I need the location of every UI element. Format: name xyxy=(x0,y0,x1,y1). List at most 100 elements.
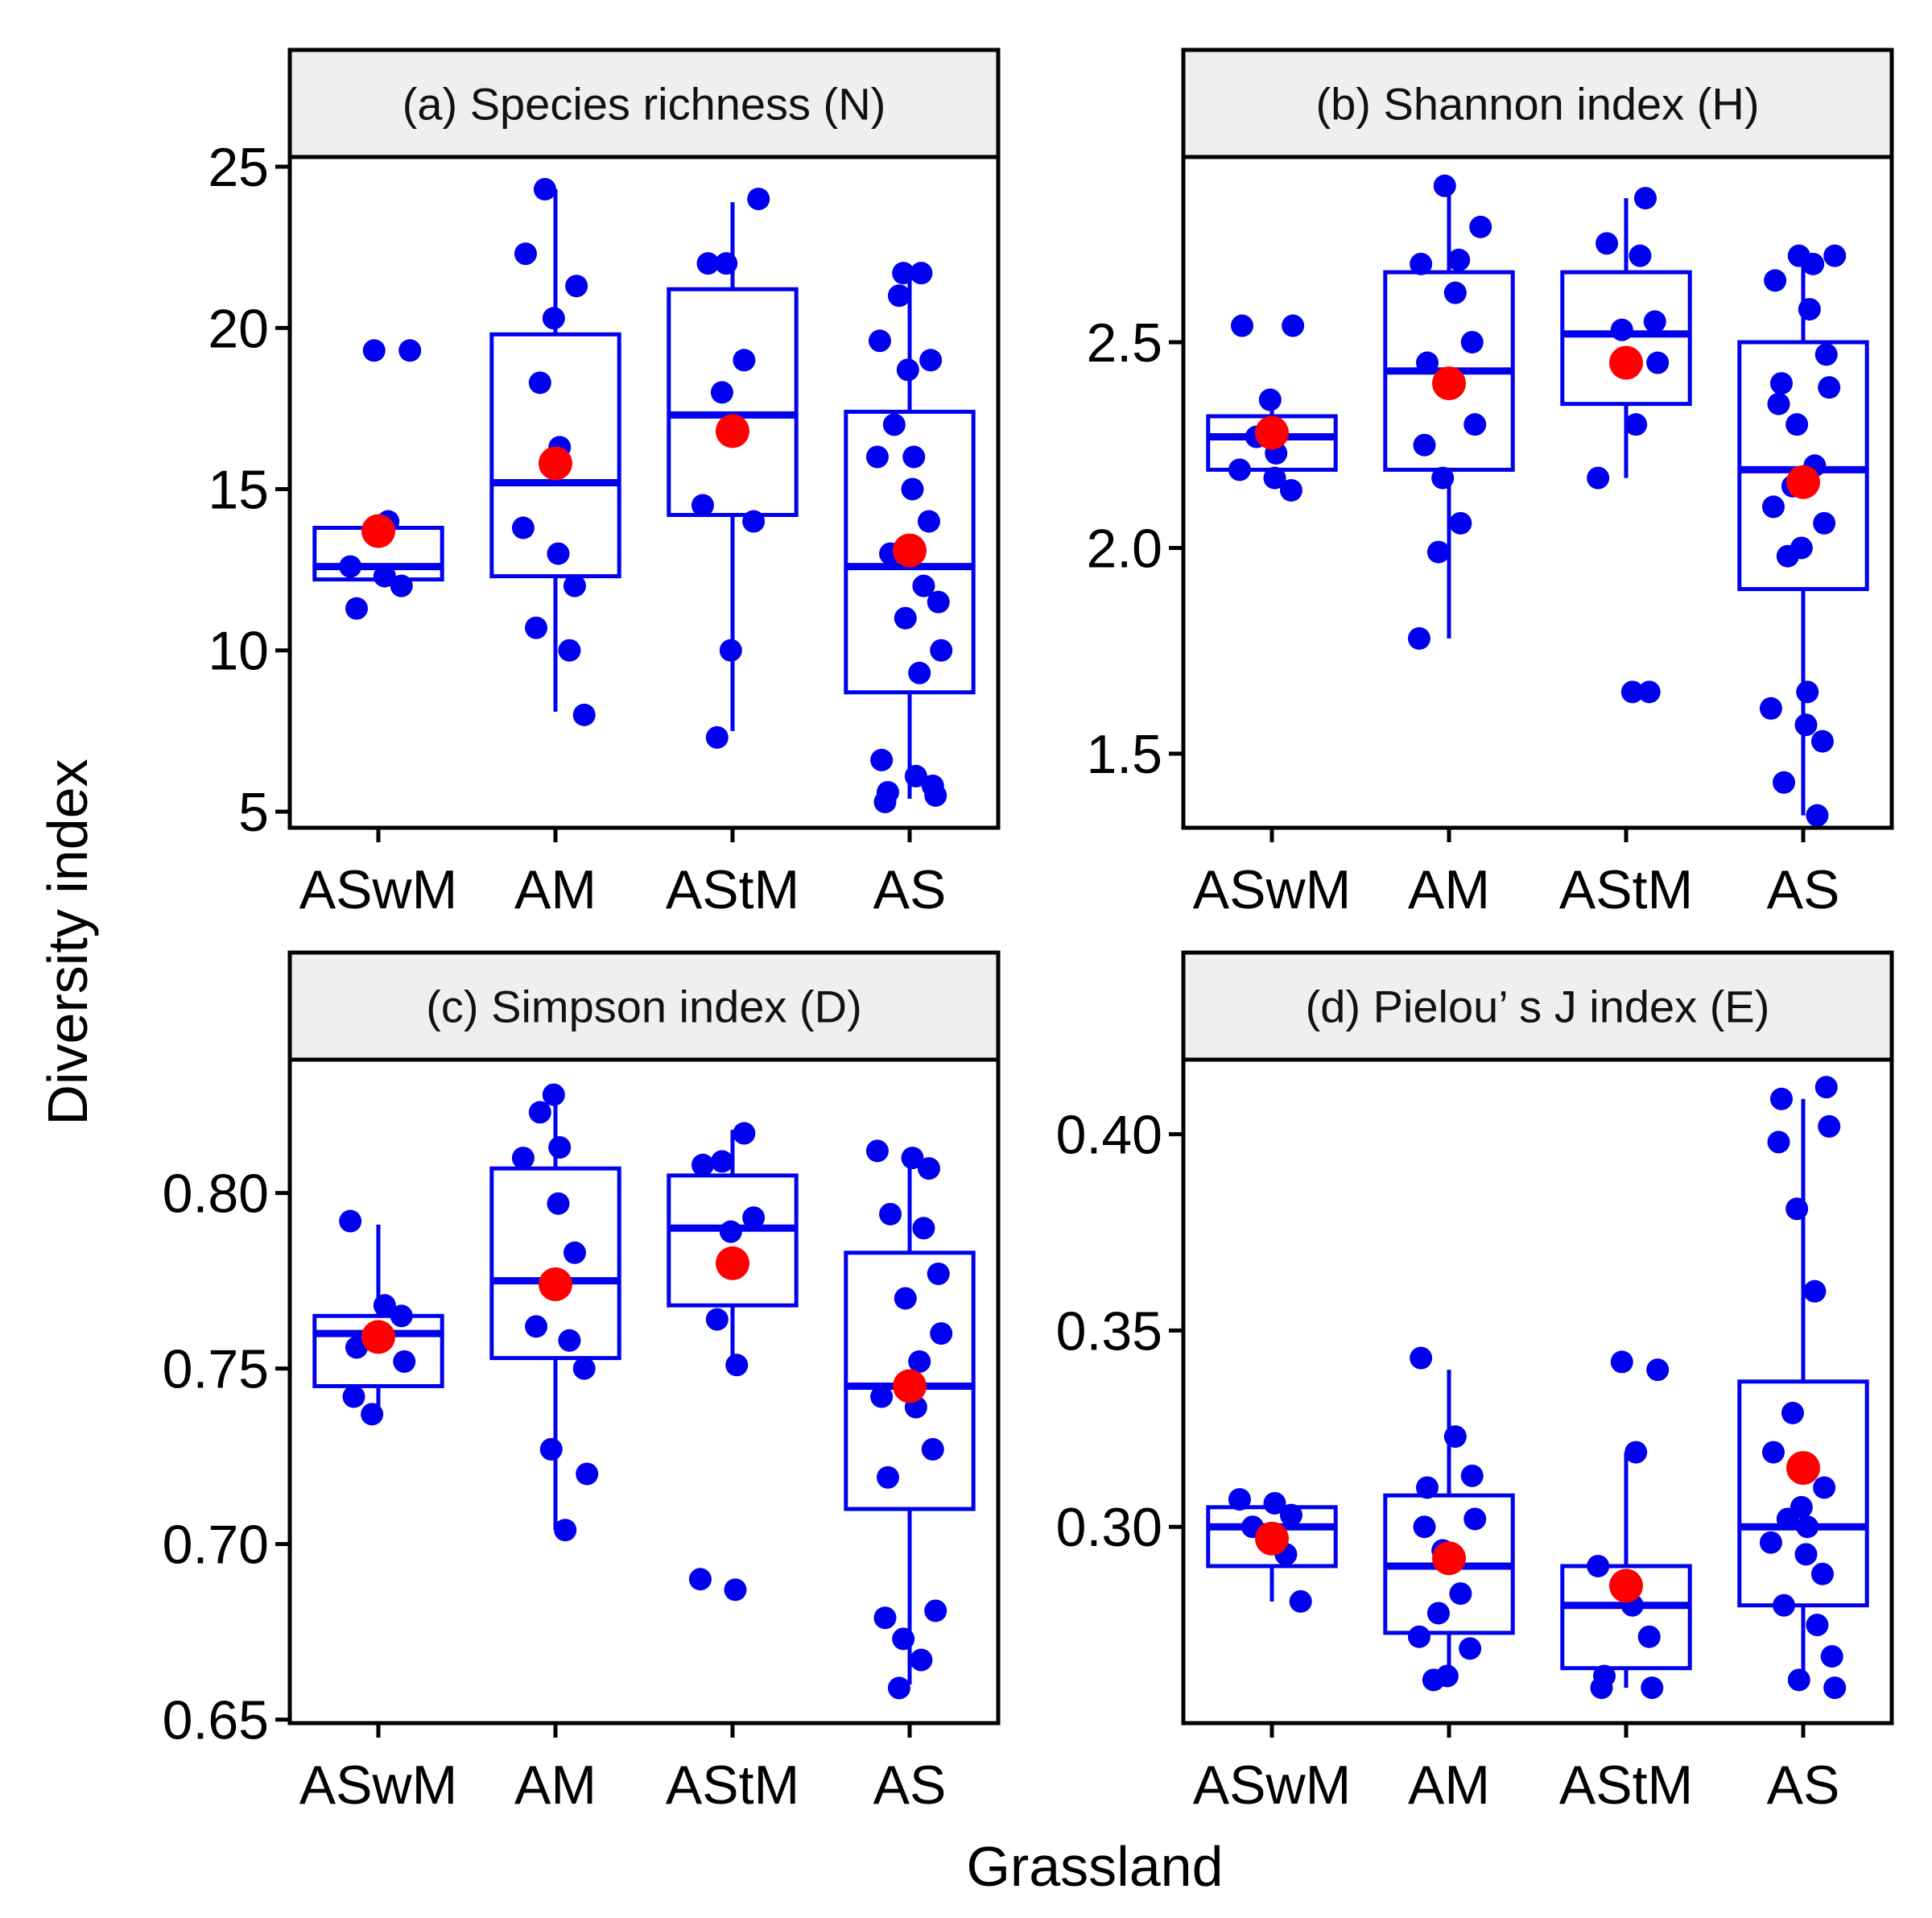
data-point xyxy=(917,1157,940,1180)
data-point xyxy=(1460,1464,1484,1487)
x-tick-label: AM xyxy=(1408,859,1490,920)
box-group-as xyxy=(1737,244,1869,827)
data-point xyxy=(1443,1425,1467,1449)
box-group-astm xyxy=(667,188,799,749)
data-point xyxy=(876,1465,899,1489)
data-point xyxy=(1803,1279,1827,1303)
box xyxy=(667,287,799,518)
data-point xyxy=(345,597,368,620)
box-group-astm xyxy=(1560,187,1692,704)
x-tick-label: AM xyxy=(514,1755,597,1816)
panel-title: (b) Shannon index (H) xyxy=(1316,79,1760,130)
data-point xyxy=(554,1519,577,1542)
y-tick-label: 2.0 xyxy=(1086,518,1162,579)
data-point xyxy=(710,1150,733,1173)
data-point xyxy=(1610,1350,1633,1374)
data-point xyxy=(548,1135,572,1159)
box-group-aswm xyxy=(1206,1488,1338,1613)
data-point xyxy=(1449,511,1472,535)
mean-marker xyxy=(1609,345,1643,380)
data-point xyxy=(1413,1515,1436,1539)
data-point xyxy=(1798,298,1821,321)
y-tick-label: 5 xyxy=(238,782,269,843)
mean-marker xyxy=(893,1369,927,1403)
data-point xyxy=(1433,174,1456,197)
data-point xyxy=(1463,413,1487,436)
data-point xyxy=(1435,1664,1459,1688)
data-point xyxy=(870,1385,894,1408)
data-point xyxy=(1814,343,1838,366)
y-tick-label: 0.65 xyxy=(163,1690,269,1751)
box-group-astm xyxy=(667,1122,799,1602)
data-point xyxy=(1773,771,1796,794)
box xyxy=(1737,340,1869,592)
mean-marker xyxy=(539,446,572,481)
x-tick-label: AM xyxy=(1408,1755,1490,1816)
box-group-am xyxy=(489,178,621,726)
data-point xyxy=(373,564,396,588)
data-point xyxy=(1769,1087,1793,1110)
mean-marker xyxy=(1255,1521,1289,1556)
strip xyxy=(1181,48,1894,159)
data-point xyxy=(1637,680,1661,704)
box xyxy=(1560,1564,1692,1671)
data-point xyxy=(910,262,933,285)
mean-marker xyxy=(361,1320,395,1354)
data-point xyxy=(1759,1531,1782,1554)
panel-simpson-index: (c) Simpson index (D) 0.65 0.70 0.75 0.80 AS… xyxy=(163,950,1001,1816)
data-point xyxy=(1773,1594,1796,1617)
data-point xyxy=(1813,511,1836,535)
data-point xyxy=(1415,1476,1439,1499)
data-point xyxy=(1463,1507,1487,1531)
x-tick-label: AStM xyxy=(666,859,799,920)
y-tick-label: 1.5 xyxy=(1086,724,1162,785)
box-group-aswm xyxy=(312,1209,444,1426)
y-tick-label: 10 xyxy=(208,621,269,682)
data-point xyxy=(882,413,906,436)
data-point xyxy=(1769,372,1793,395)
data-point xyxy=(1620,680,1644,704)
data-point xyxy=(876,780,899,804)
data-point xyxy=(528,371,551,395)
data-point xyxy=(1790,1495,1813,1519)
data-point xyxy=(1279,1503,1302,1527)
y-tick-label: 0.35 xyxy=(1056,1300,1162,1362)
mean-marker xyxy=(1255,415,1289,450)
data-point xyxy=(1641,1676,1664,1700)
box xyxy=(1560,270,1692,407)
data-point xyxy=(1806,1614,1829,1637)
data-point xyxy=(1460,330,1484,353)
y-tick-label: 0.70 xyxy=(163,1515,269,1576)
y-axis-title: Diversity index xyxy=(36,759,99,1125)
data-point xyxy=(894,606,917,630)
data-point xyxy=(912,1217,935,1240)
data-point xyxy=(525,616,548,639)
data-point xyxy=(868,329,891,353)
x-tick-label: ASwM xyxy=(299,1755,457,1816)
box xyxy=(489,1166,621,1361)
data-point xyxy=(1263,1491,1286,1515)
strip xyxy=(1181,950,1894,1062)
data-point xyxy=(1787,1668,1810,1692)
data-point xyxy=(719,639,742,662)
data-point xyxy=(572,703,596,726)
mean-marker xyxy=(716,414,749,448)
data-point xyxy=(1796,1515,1819,1539)
x-tick-label: AS xyxy=(873,859,947,920)
data-point xyxy=(339,555,362,578)
strip xyxy=(287,48,1001,159)
mean-marker xyxy=(893,533,927,568)
data-point xyxy=(1228,1488,1251,1511)
data-point xyxy=(576,1462,599,1486)
y-tick-label: 25 xyxy=(208,137,269,198)
data-point xyxy=(1449,1582,1472,1606)
data-point xyxy=(362,339,386,362)
y-tick-label: 0.40 xyxy=(1056,1105,1162,1166)
data-point xyxy=(908,661,931,684)
panel-title: (a) Species richness (N) xyxy=(402,79,886,130)
data-point xyxy=(930,1322,953,1345)
data-point xyxy=(1818,1114,1841,1138)
box-group-as xyxy=(1737,1076,1869,1700)
mean-marker xyxy=(539,1267,572,1302)
data-point xyxy=(919,349,943,372)
